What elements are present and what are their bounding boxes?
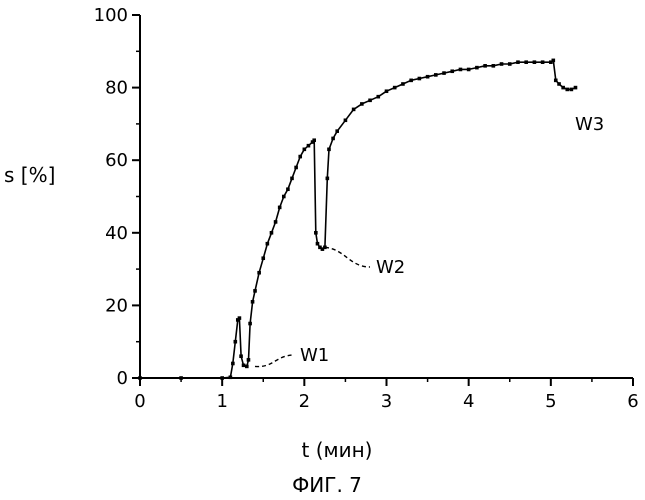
data-point	[290, 177, 294, 181]
figure-caption: ФИГ. 7	[292, 473, 362, 497]
data-point	[257, 271, 261, 275]
data-point	[270, 231, 274, 235]
data-point	[286, 187, 290, 191]
data-point	[298, 155, 302, 159]
annotation-label: W2	[376, 257, 405, 278]
data-point	[459, 68, 463, 72]
data-point	[344, 118, 348, 122]
x-tick-label: 5	[545, 391, 556, 412]
y-tick-label: 100	[94, 5, 128, 26]
data-point	[261, 256, 265, 260]
data-point	[251, 300, 255, 304]
data-point	[274, 220, 278, 224]
data-point	[574, 86, 578, 90]
axes: 0123456020406080100	[94, 5, 639, 412]
data-point	[307, 144, 311, 148]
data-point	[376, 95, 380, 99]
data-point	[426, 75, 430, 79]
y-tick-label: 0	[117, 368, 128, 389]
y-tick-label: 40	[105, 223, 128, 244]
data-point	[326, 177, 330, 181]
y-tick-label: 80	[105, 78, 128, 99]
data-point	[409, 79, 413, 83]
x-tick-label: 2	[299, 391, 310, 412]
data-point	[360, 102, 364, 106]
x-tick-label: 0	[134, 391, 145, 412]
data-point	[278, 206, 282, 210]
data-point	[401, 82, 405, 86]
annotation-label: W1	[300, 345, 329, 366]
data-point	[570, 88, 574, 92]
data-point	[434, 73, 438, 77]
data-point	[554, 79, 558, 83]
data-point	[483, 64, 487, 68]
data-point	[516, 60, 520, 64]
data-point	[253, 289, 257, 293]
data-point	[561, 86, 565, 90]
y-tick-label: 60	[105, 150, 128, 171]
data-point	[352, 108, 356, 112]
data-point	[316, 242, 320, 246]
x-tick-label: 4	[463, 391, 474, 412]
data-point	[282, 195, 286, 199]
data-point	[442, 71, 446, 75]
annotation-leader	[255, 355, 294, 367]
annotation-leader	[325, 247, 370, 267]
data-point	[303, 148, 307, 152]
y-axis-label: s [%]	[4, 163, 55, 187]
data-point	[234, 340, 238, 344]
data-point	[312, 138, 316, 142]
data-point	[500, 62, 504, 66]
data-point	[524, 60, 528, 64]
series-line	[140, 60, 576, 378]
data-point	[508, 62, 512, 66]
data-point	[467, 68, 471, 72]
data-point	[533, 60, 537, 64]
data-point	[565, 88, 569, 92]
data-point	[314, 231, 318, 235]
data-point	[551, 59, 555, 63]
data-point	[238, 316, 242, 320]
x-tick-label: 3	[381, 391, 392, 412]
chart-labels: s [%] t (мин) ФИГ. 7	[4, 163, 372, 497]
annotation-label: W3	[575, 114, 604, 135]
data-point	[266, 242, 270, 246]
data-point	[331, 137, 335, 141]
data-point	[418, 77, 422, 81]
data-point	[335, 129, 339, 133]
x-tick-label: 1	[216, 391, 227, 412]
data-point	[368, 99, 372, 103]
data-point	[294, 166, 298, 170]
data-point	[248, 322, 252, 326]
data-point	[239, 354, 243, 358]
data-point	[385, 89, 389, 93]
x-tick-label: 6	[627, 391, 638, 412]
data-point	[393, 86, 397, 90]
data-point	[247, 358, 251, 362]
data-point	[541, 60, 545, 64]
data-point	[557, 82, 561, 86]
data-point	[245, 365, 249, 369]
data-point	[242, 363, 246, 367]
plot-area: W1 W2 W3	[138, 59, 604, 380]
data-point	[492, 64, 496, 68]
data-point	[231, 362, 235, 366]
data-point	[450, 69, 454, 73]
x-axis-label: t (мин)	[302, 438, 373, 462]
data-point	[327, 148, 331, 152]
data-point	[475, 66, 479, 70]
y-tick-label: 20	[105, 295, 128, 316]
